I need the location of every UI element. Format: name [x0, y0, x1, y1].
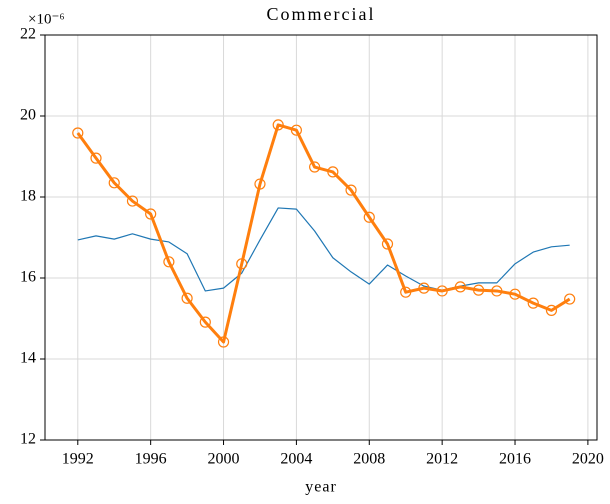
- x-tick-label: 2012: [426, 451, 458, 468]
- point: [90, 152, 102, 164]
- point: [527, 297, 539, 309]
- y-tick-label: 20: [20, 107, 36, 124]
- x-tick-label: 2004: [280, 451, 312, 468]
- plot-frame: [44, 34, 598, 441]
- x-tick-label: 1996: [135, 451, 167, 468]
- y-offset-label: ×10⁻⁶: [28, 11, 65, 27]
- point: [217, 336, 230, 348]
- point: [564, 293, 576, 305]
- point: [545, 304, 558, 316]
- point: [290, 124, 303, 136]
- chart-title: Commercial: [267, 4, 376, 24]
- point: [363, 211, 375, 223]
- x-tick-label: 2008: [353, 451, 385, 468]
- x-tick-label: 2020: [572, 451, 604, 468]
- point: [472, 284, 485, 296]
- point: [509, 288, 521, 300]
- point: [327, 166, 339, 178]
- point: [418, 282, 430, 294]
- series-line: [76, 123, 571, 344]
- point: [126, 195, 139, 207]
- point: [108, 177, 120, 189]
- point: [145, 208, 157, 220]
- point: [436, 285, 448, 297]
- point: [72, 127, 84, 139]
- point: [345, 184, 357, 196]
- point: [454, 281, 466, 293]
- point: [491, 285, 503, 297]
- x-tick-label: 2016: [499, 451, 531, 468]
- point: [236, 258, 248, 270]
- x-tick-label: 2000: [208, 451, 240, 468]
- y-tick-label: 12: [20, 431, 36, 448]
- point: [181, 292, 193, 304]
- y-tick-label: 18: [20, 188, 36, 205]
- y-tick-label: 14: [20, 350, 36, 367]
- point: [254, 178, 266, 190]
- x-axis-label: year: [305, 479, 337, 496]
- y-tick-label: 16: [20, 269, 36, 286]
- point: [309, 161, 321, 173]
- x-tick-label: 1992: [62, 451, 94, 468]
- point: [272, 119, 284, 131]
- point: [163, 256, 175, 268]
- point: [400, 286, 412, 298]
- y-tick-label: 22: [20, 26, 36, 43]
- point: [381, 238, 394, 250]
- point: [199, 316, 211, 328]
